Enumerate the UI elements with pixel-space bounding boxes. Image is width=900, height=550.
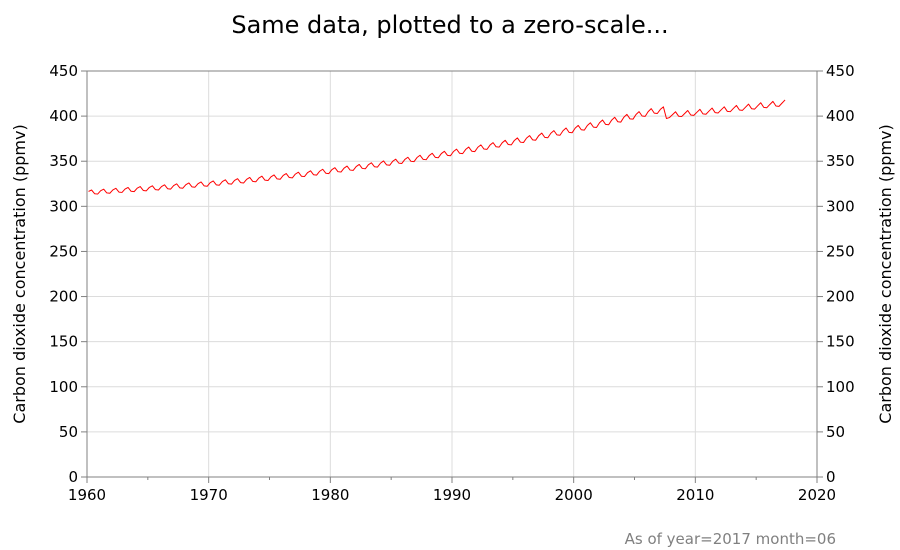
y-tick-label-left: 150 [49,333,78,351]
y-tick-label-left: 350 [49,152,78,170]
series-group [88,99,786,195]
y-tick-label-right: 400 [826,107,855,125]
y-tick-label-right: 200 [826,288,855,306]
x-tick-label: 2000 [555,486,593,504]
y-tick-label-right: 250 [826,242,855,260]
chart-title: Same data, plotted to a zero-scale... [231,11,668,39]
y-tick-label-left: 400 [49,107,78,125]
y-tick-label-left: 100 [49,378,78,396]
x-tick-label: 1990 [433,486,471,504]
y-tick-label-left: 250 [49,242,78,260]
x-axis-labels: 1960 1970 1980 1990 2000 2010 2020 [68,486,836,504]
y-axis-left-labels: 0 50 100 150 200 250 300 350 400 450 [49,62,78,486]
y-tick-label-right: 100 [826,378,855,396]
y-tick-label-left: 50 [59,423,78,441]
y-axis-right-title: Carbon dioxide concentration (ppmv) [876,124,895,423]
gridlines [87,71,817,477]
y-tick-label-right: 350 [826,152,855,170]
y-axis-left-title: Carbon dioxide concentration (ppmv) [10,124,29,423]
chart-footnote: As of year=2017 month=06 [625,530,836,548]
x-tick-label: 1980 [311,486,349,504]
co2-series-line [88,99,786,195]
x-tick-label: 2020 [798,486,836,504]
x-tick-label: 1960 [68,486,106,504]
y-tick-label-left: 450 [49,62,78,80]
x-tick-label: 1970 [190,486,228,504]
y-tick-label-left: 300 [49,197,78,215]
y-tick-label-right: 300 [826,197,855,215]
axis-ticks [81,70,823,483]
y-tick-label-left: 200 [49,288,78,306]
y-axis-right-labels: 0 50 100 150 200 250 300 350 400 450 [826,62,855,486]
y-tick-label-right: 0 [826,468,836,486]
y-tick-label-right: 50 [826,423,845,441]
y-tick-label-right: 450 [826,62,855,80]
y-tick-label-right: 150 [826,333,855,351]
x-tick-label: 2010 [676,486,714,504]
y-tick-label-left: 0 [68,468,78,486]
